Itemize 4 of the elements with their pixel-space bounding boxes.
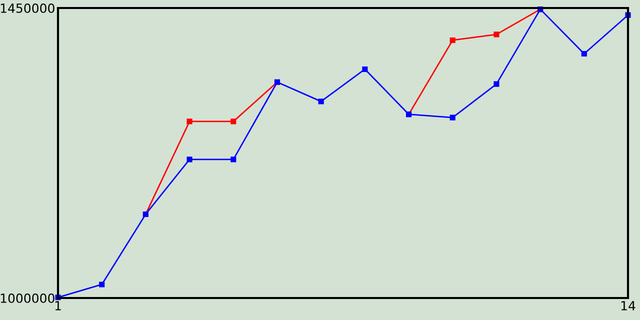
x-tick-label: 14	[621, 301, 636, 310]
y-tick-label: 1450000	[0, 3, 54, 13]
y-tick-label: 1000000	[0, 293, 54, 303]
x-tick-label: 1	[55, 301, 61, 310]
